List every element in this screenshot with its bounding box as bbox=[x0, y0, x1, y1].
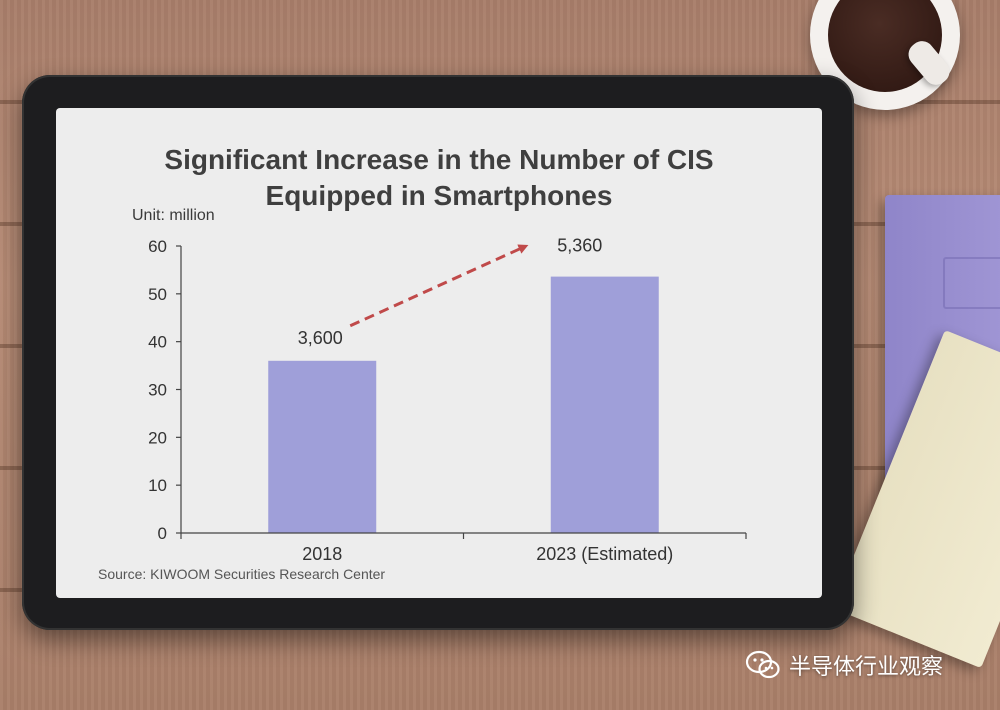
chart-title: Significant Increase in the Number of CI… bbox=[56, 142, 822, 214]
bar-chart: 0 10 20 30 40 50 60 2018 2023 (Estimated) 3,600 5… bbox=[148, 236, 747, 564]
y-tick-label: 30 bbox=[148, 381, 167, 400]
x-tick-label: 2018 bbox=[302, 544, 342, 564]
bar bbox=[268, 360, 377, 533]
tablet-frame: Significant Increase in the Number of CI… bbox=[22, 75, 854, 630]
tablet-screen: Significant Increase in the Number of CI… bbox=[56, 108, 822, 598]
source-note: Source: KIWOOM Securities Research Cente… bbox=[98, 566, 386, 582]
notebook-label bbox=[943, 257, 1000, 309]
y-tick-label: 60 bbox=[148, 237, 167, 256]
y-tick-label: 0 bbox=[158, 524, 167, 543]
chart-title-line-2: Equipped in Smartphones bbox=[265, 180, 613, 211]
wechat-icon bbox=[745, 650, 780, 679]
growth-arrow bbox=[349, 244, 529, 328]
chart-title-line-1: Significant Increase in the Number of CI… bbox=[164, 144, 714, 175]
data-label: 3,600 bbox=[298, 328, 343, 348]
bar bbox=[550, 276, 659, 533]
data-label: 5,360 bbox=[557, 236, 602, 256]
y-tick-label: 20 bbox=[148, 428, 167, 447]
watermark: 半导体行业观察 bbox=[745, 648, 943, 682]
y-tick-label: 40 bbox=[148, 333, 167, 352]
x-tick-label: 2023 (Estimated) bbox=[536, 544, 673, 564]
y-tick-label: 50 bbox=[148, 285, 167, 304]
unit-label: Unit: million bbox=[132, 207, 215, 224]
y-tick-label: 10 bbox=[148, 476, 167, 495]
watermark-text: 半导体行业观察 bbox=[789, 655, 944, 680]
